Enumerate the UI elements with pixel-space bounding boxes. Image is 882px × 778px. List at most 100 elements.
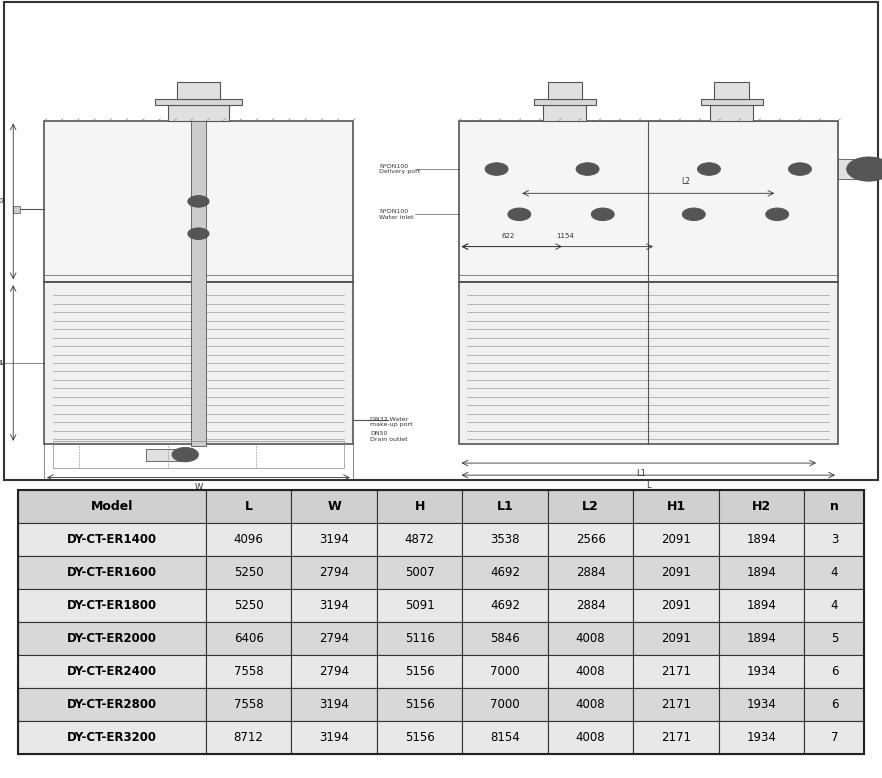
FancyBboxPatch shape [176, 82, 220, 100]
Text: DY-CT-ER1600: DY-CT-ER1600 [67, 566, 157, 579]
FancyBboxPatch shape [18, 720, 206, 754]
Text: 4008: 4008 [576, 698, 605, 711]
Circle shape [514, 212, 525, 217]
Text: 622: 622 [501, 233, 514, 240]
Text: 4692: 4692 [490, 566, 520, 579]
Text: 5: 5 [831, 632, 838, 645]
FancyBboxPatch shape [804, 589, 864, 622]
FancyBboxPatch shape [44, 121, 353, 282]
FancyBboxPatch shape [714, 82, 749, 100]
Text: W: W [194, 483, 203, 492]
FancyBboxPatch shape [206, 720, 291, 754]
Circle shape [698, 163, 721, 175]
FancyBboxPatch shape [534, 100, 595, 105]
FancyBboxPatch shape [462, 589, 548, 622]
FancyBboxPatch shape [804, 490, 864, 523]
Text: 2091: 2091 [662, 533, 691, 546]
FancyBboxPatch shape [18, 655, 206, 688]
Circle shape [582, 166, 593, 172]
Text: 4008: 4008 [576, 665, 605, 678]
FancyBboxPatch shape [377, 688, 462, 720]
FancyBboxPatch shape [548, 655, 633, 688]
Text: 8154: 8154 [490, 731, 520, 744]
Circle shape [178, 450, 192, 458]
Text: 1154: 1154 [556, 233, 573, 240]
FancyBboxPatch shape [168, 105, 229, 121]
FancyBboxPatch shape [548, 523, 633, 556]
Text: 1934: 1934 [747, 731, 777, 744]
FancyBboxPatch shape [633, 490, 719, 523]
Text: 5156: 5156 [405, 698, 435, 711]
FancyBboxPatch shape [291, 490, 377, 523]
FancyBboxPatch shape [291, 688, 377, 720]
Circle shape [856, 162, 882, 177]
Text: 2171: 2171 [662, 665, 691, 678]
FancyBboxPatch shape [804, 688, 864, 720]
FancyBboxPatch shape [719, 688, 804, 720]
FancyBboxPatch shape [462, 655, 548, 688]
Text: 7: 7 [831, 731, 838, 744]
FancyBboxPatch shape [462, 622, 548, 655]
Text: n: n [830, 500, 839, 513]
Text: L: L [244, 500, 252, 513]
Text: 7000: 7000 [490, 665, 520, 678]
FancyBboxPatch shape [206, 622, 291, 655]
FancyBboxPatch shape [18, 622, 206, 655]
FancyBboxPatch shape [377, 622, 462, 655]
FancyBboxPatch shape [206, 655, 291, 688]
Circle shape [847, 157, 882, 181]
FancyBboxPatch shape [719, 556, 804, 589]
FancyBboxPatch shape [633, 622, 719, 655]
FancyBboxPatch shape [719, 720, 804, 754]
Text: 2794: 2794 [319, 566, 349, 579]
FancyBboxPatch shape [804, 655, 864, 688]
Text: L2: L2 [682, 177, 691, 186]
Text: 7558: 7558 [234, 698, 264, 711]
Text: 6: 6 [831, 698, 838, 711]
FancyBboxPatch shape [18, 589, 206, 622]
Circle shape [193, 198, 204, 205]
Text: 6: 6 [831, 665, 838, 678]
FancyBboxPatch shape [291, 589, 377, 622]
Text: 8712: 8712 [234, 731, 264, 744]
FancyBboxPatch shape [462, 720, 548, 754]
FancyBboxPatch shape [206, 556, 291, 589]
Text: 4: 4 [831, 599, 838, 612]
Text: 3194: 3194 [319, 731, 349, 744]
Text: DY-CT-ER1800: DY-CT-ER1800 [67, 599, 157, 612]
Circle shape [188, 195, 209, 207]
FancyBboxPatch shape [377, 655, 462, 688]
FancyBboxPatch shape [462, 523, 548, 556]
Text: 2884: 2884 [576, 599, 606, 612]
Text: 2794: 2794 [319, 665, 349, 678]
FancyBboxPatch shape [377, 589, 462, 622]
FancyBboxPatch shape [462, 490, 548, 523]
FancyBboxPatch shape [291, 556, 377, 589]
Circle shape [789, 163, 811, 175]
Circle shape [508, 208, 531, 221]
Text: DY-CT-ER1400: DY-CT-ER1400 [67, 533, 157, 546]
FancyBboxPatch shape [44, 282, 353, 443]
Text: 3538: 3538 [490, 533, 519, 546]
Text: N*DN100
Delivery port: N*DN100 Delivery port [379, 163, 421, 174]
FancyBboxPatch shape [633, 720, 719, 754]
FancyBboxPatch shape [548, 622, 633, 655]
Circle shape [766, 208, 789, 221]
Text: 5846: 5846 [490, 632, 520, 645]
FancyBboxPatch shape [459, 121, 838, 282]
Text: 6406: 6406 [234, 632, 264, 645]
Text: Model: Model [91, 500, 133, 513]
FancyBboxPatch shape [18, 490, 206, 523]
Text: W: W [327, 500, 341, 513]
Text: H1: H1 [667, 500, 686, 513]
Circle shape [591, 208, 614, 221]
FancyBboxPatch shape [146, 449, 181, 461]
Circle shape [193, 231, 204, 237]
FancyBboxPatch shape [377, 490, 462, 523]
Text: 2171: 2171 [662, 698, 691, 711]
Text: 5250: 5250 [234, 566, 264, 579]
Text: 3194: 3194 [319, 698, 349, 711]
Text: 5007: 5007 [405, 566, 435, 579]
Text: H1: H1 [0, 360, 4, 366]
FancyBboxPatch shape [548, 556, 633, 589]
